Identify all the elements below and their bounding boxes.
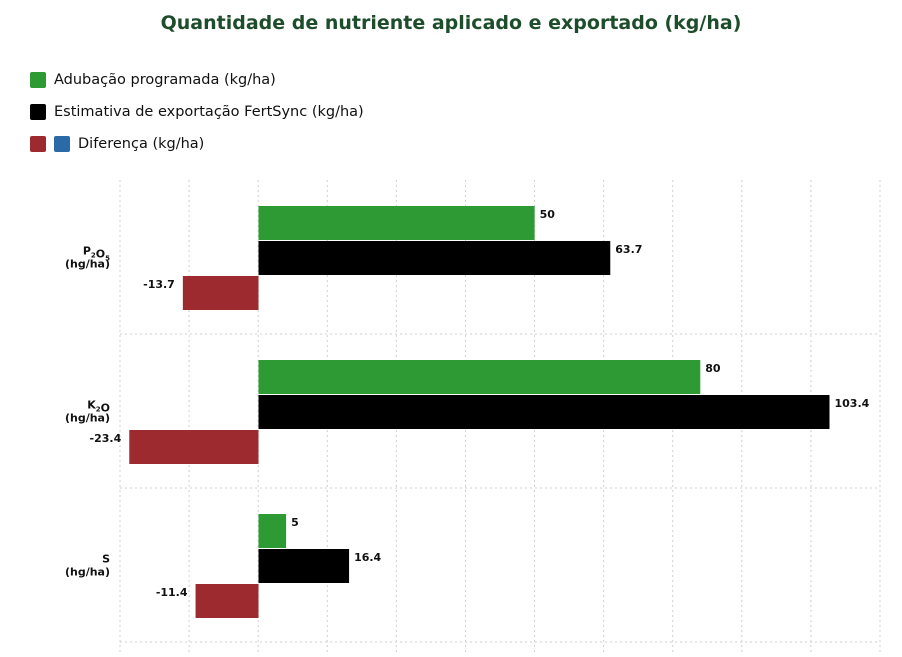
bar-data-label: 50	[540, 208, 556, 221]
chart-title: Quantidade de nutriente aplicado e expor…	[160, 12, 742, 34]
legend-item-diferenca[interactable]: Diferença (kg/ha)	[30, 128, 364, 160]
bar-data-label: -23.4	[90, 432, 122, 445]
bar	[258, 549, 350, 583]
legend-item-adubacao[interactable]: Adubação programada (kg/ha)	[30, 64, 364, 96]
category-label-text: O	[96, 248, 105, 261]
category-unit-label: (hg/ha)	[65, 412, 110, 425]
bar-data-label: -11.4	[156, 586, 188, 599]
category-label-text: S	[102, 553, 110, 566]
bar	[195, 584, 259, 618]
legend-label-diferenca: Diferença (kg/ha)	[78, 136, 205, 152]
category-label: S	[102, 553, 110, 566]
legend-item-exportacao[interactable]: Estimativa de exportação FertSync (kg/ha…	[30, 96, 364, 128]
category-label: P2O5	[83, 245, 110, 263]
category-unit-label: (hg/ha)	[65, 258, 110, 271]
legend-swatch-blue	[54, 136, 70, 152]
category-label-text: O	[101, 402, 110, 415]
chart-legend: Adubação programada (kg/ha) Estimativa d…	[30, 64, 364, 160]
category-label: K2O	[87, 399, 110, 415]
legend-label-exportacao: Estimativa de exportação FertSync (kg/ha…	[54, 104, 364, 120]
category-label-text: P	[83, 245, 91, 258]
category-unit-label: (hg/ha)	[65, 566, 110, 579]
bar	[258, 206, 535, 240]
legend-label-adubacao: Adubação programada (kg/ha)	[54, 72, 276, 88]
bar	[182, 276, 259, 310]
bar	[129, 430, 259, 464]
bar	[258, 514, 287, 548]
bar-data-label: 5	[291, 516, 299, 529]
bar-data-label: 80	[705, 362, 721, 375]
bar-data-label: 63.7	[615, 243, 642, 256]
bar-data-label: 103.4	[835, 397, 870, 410]
bar-data-label: -13.7	[143, 278, 175, 291]
bar	[258, 241, 611, 275]
legend-swatch-black	[30, 104, 46, 120]
bar	[258, 360, 701, 394]
bar-data-label: 16.4	[354, 551, 381, 564]
legend-swatch-green	[30, 72, 46, 88]
category-label-subscript: 2	[96, 406, 101, 414]
bar	[258, 395, 830, 429]
category-label-subscript: 5	[105, 255, 110, 263]
category-label-subscript: 2	[91, 252, 96, 260]
legend-swatch-red	[30, 136, 46, 152]
category-label-text: K	[87, 399, 96, 412]
